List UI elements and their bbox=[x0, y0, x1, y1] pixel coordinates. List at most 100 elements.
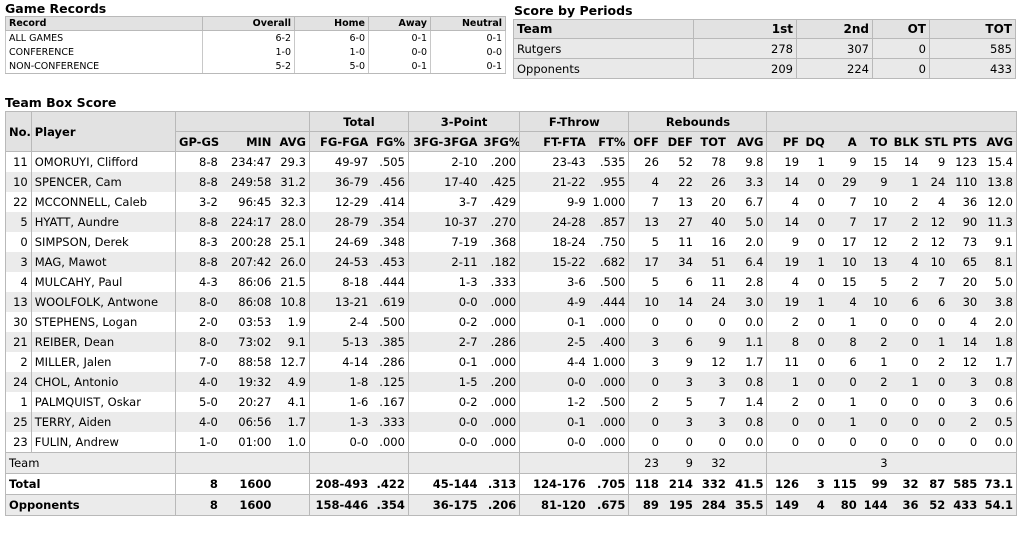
row-stat: 41.5 bbox=[728, 473, 767, 495]
player-stat: 1 bbox=[20, 395, 28, 409]
player-stat: 3-2 bbox=[175, 192, 221, 212]
game-records-col-header: Away bbox=[368, 16, 431, 31]
player-stat: .414 bbox=[379, 195, 405, 209]
player-stat: 0.6 bbox=[994, 395, 1013, 409]
player-stat: 96:45 bbox=[238, 195, 272, 209]
row-stat: 32 bbox=[890, 473, 922, 495]
player-stat: 86:06 bbox=[238, 275, 272, 289]
player-stat: 90 bbox=[948, 212, 981, 232]
player-stat: 5.0 bbox=[728, 212, 767, 232]
player-stat: 3 bbox=[969, 395, 978, 409]
player-name: MCCONNELL, Caleb bbox=[30, 192, 176, 212]
row-stat bbox=[274, 452, 310, 474]
box-score-col-header: MIN bbox=[220, 131, 275, 152]
player-row: 22 MCCONNELL, Caleb 3-2 96:45 32.3 12-29.414 3… bbox=[6, 192, 1017, 212]
row-stat: 126 bbox=[766, 473, 803, 495]
box-score-col-header: 3FG-3FGA bbox=[407, 131, 481, 152]
player-stat: 1 bbox=[802, 252, 828, 272]
player-stat: 14 bbox=[661, 292, 696, 312]
player-stat: 3-6 bbox=[519, 272, 589, 292]
player-stat: 1 bbox=[802, 292, 828, 312]
player-stat: 2-5 bbox=[519, 332, 589, 352]
row-stat: 32 bbox=[695, 452, 729, 474]
row-stat: 45-144 bbox=[407, 473, 481, 495]
player-name: HYATT, Aundre bbox=[30, 212, 176, 232]
box-score-col-header: AVG bbox=[728, 131, 767, 152]
game-record-cell: NON-CONFERENCE bbox=[5, 59, 203, 74]
player-stat: 1 bbox=[849, 395, 857, 409]
player-stat: 7 bbox=[827, 212, 860, 232]
player-stat: 14 bbox=[766, 212, 803, 232]
player-name: SIMPSON, Derek bbox=[30, 232, 176, 252]
player-stat: 24 bbox=[921, 172, 949, 192]
box-score-col-header: TOT bbox=[695, 131, 729, 152]
player-stat: 5 bbox=[5, 212, 32, 232]
row-stat bbox=[802, 452, 828, 474]
player-stat: .000 bbox=[599, 315, 626, 329]
player-stat: 0 bbox=[766, 432, 803, 453]
player-stat: .000 bbox=[588, 372, 629, 392]
player-stat: 4-3 bbox=[175, 272, 221, 292]
player-stat: .333 bbox=[371, 412, 409, 432]
player-stat: 65 bbox=[948, 252, 981, 272]
player-stat: 0-2 bbox=[407, 392, 481, 412]
period-col-header: Team bbox=[513, 19, 694, 39]
player-stat: .682 bbox=[588, 252, 629, 272]
player-name: SPENCER, Cam bbox=[30, 172, 176, 192]
player-stat: 249:58 bbox=[220, 172, 275, 192]
player-stat: 3 bbox=[628, 332, 662, 352]
box-score-col-header: DEF bbox=[661, 131, 696, 152]
player-stat: 1 bbox=[890, 372, 922, 392]
player-stat: 4 bbox=[969, 315, 978, 329]
player-stat: .000 bbox=[490, 435, 517, 449]
player-stat: 13 bbox=[5, 292, 32, 312]
player-stat: .000 bbox=[599, 435, 626, 449]
player-stat: 3-7 bbox=[407, 192, 481, 212]
row-stat bbox=[308, 452, 372, 474]
player-row: 4 MULCAHY, Paul 4-3 86:06 21.5 8-18.444 1-3.33… bbox=[6, 272, 1017, 292]
player-stat: 1 bbox=[880, 355, 888, 369]
player-stat: 11 bbox=[766, 352, 803, 372]
group-rebounds: Rebounds bbox=[628, 111, 767, 132]
period-score-cell: 0 bbox=[872, 38, 930, 59]
player-stat: 0.0 bbox=[994, 435, 1013, 449]
player-stat: 12.7 bbox=[280, 355, 306, 369]
row-stat bbox=[371, 452, 409, 474]
player-stat: 9-9 bbox=[519, 192, 589, 212]
player-stat: 123 bbox=[955, 155, 978, 169]
player-stat: 22 bbox=[13, 195, 28, 209]
game-record-row: ALL GAMES 6-2 6-0 0-1 0-1 bbox=[5, 30, 506, 45]
player-stat: 4 bbox=[20, 275, 28, 289]
row-stat bbox=[274, 473, 310, 495]
row-label: Opponents bbox=[5, 494, 176, 516]
score-by-periods-title: Score by Periods bbox=[514, 3, 633, 18]
player-stat: 1-5 bbox=[407, 372, 481, 392]
player-stat: .354 bbox=[371, 212, 409, 232]
player-stat: 19 bbox=[766, 252, 803, 272]
player-name: OMORUYI, Clifford bbox=[30, 151, 176, 172]
player-row: 30 STEPHENS, Logan 2-0 03:53 1.9 2-4 .500 0-2 .0… bbox=[6, 312, 1017, 332]
player-stat: 8-0 bbox=[175, 332, 221, 352]
player-stat: 2-0 bbox=[175, 312, 221, 332]
box-score-col-header: FG% bbox=[371, 131, 409, 152]
player-stat: 25.1 bbox=[280, 235, 306, 249]
player-stat: 11 bbox=[678, 235, 693, 249]
game-records-col-header: Home bbox=[294, 16, 369, 31]
player-stat: 10 bbox=[921, 252, 949, 272]
player-stat: 0.0 bbox=[745, 315, 764, 329]
period-col-header: TOT bbox=[929, 19, 1016, 39]
player-stat: 0 bbox=[802, 412, 828, 432]
player-stat: 0 bbox=[849, 435, 857, 449]
row-stat bbox=[827, 452, 860, 474]
period-col-header: 1st bbox=[693, 19, 797, 39]
player-stat: 29 bbox=[827, 172, 860, 192]
player-stat: .000 bbox=[480, 412, 520, 432]
player-stat: 0 bbox=[802, 212, 828, 232]
player-stat: 0 bbox=[859, 412, 891, 432]
row-stat: 54.1 bbox=[980, 494, 1017, 516]
player-stat: .000 bbox=[490, 315, 517, 329]
player-stat: 0 bbox=[718, 435, 726, 449]
player-stat: .333 bbox=[490, 275, 517, 289]
row-stat: 36-175 bbox=[407, 494, 481, 516]
row-stat: 35.5 bbox=[728, 494, 767, 516]
